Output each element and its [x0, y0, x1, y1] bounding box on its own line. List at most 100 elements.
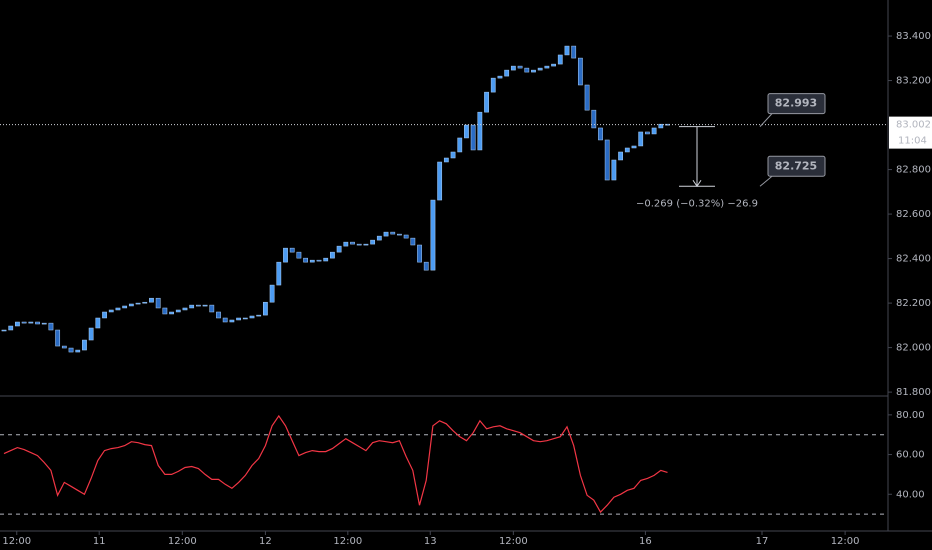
candle-body [182, 307, 188, 311]
y-tick-label: 83.200 [896, 76, 931, 87]
y-tick-label: 40.00 [896, 489, 925, 500]
candle-body [209, 304, 215, 313]
candle-body [102, 311, 107, 319]
candle-body [149, 297, 154, 303]
x-tick-label: 12 [259, 536, 272, 547]
candle-body [510, 65, 516, 71]
candle-body [564, 45, 570, 56]
candle-body [410, 237, 416, 246]
x-tick-label: 13 [424, 536, 437, 547]
rsi-line [3, 414, 668, 514]
x-tick-label: 12:00 [168, 536, 197, 547]
candle-body [289, 247, 295, 253]
candle-body [477, 111, 483, 151]
candle-body [437, 161, 443, 201]
candle-body [651, 127, 657, 135]
candle-body [403, 234, 409, 239]
candle-body [8, 325, 14, 331]
candle-body [115, 307, 121, 311]
price-tag [767, 155, 826, 177]
candle-body [222, 317, 228, 323]
y-tick-label: 82.200 [896, 298, 931, 309]
candle-body [296, 251, 302, 259]
candle-body [309, 259, 315, 263]
candle-body [504, 69, 510, 77]
candle-body [423, 261, 429, 271]
candle-body [464, 124, 469, 139]
candle-body [631, 145, 637, 149]
candle-body [28, 321, 34, 324]
candle-body [68, 347, 74, 353]
candle-body [343, 241, 349, 247]
candle-body [108, 309, 114, 313]
candle-body [236, 317, 241, 321]
candle-body [75, 349, 81, 353]
candle-body [537, 67, 543, 71]
candle-body [242, 317, 248, 320]
candle-body [604, 139, 610, 181]
candle-body [330, 251, 335, 259]
candle-body [591, 109, 597, 129]
y-tick-label: 80.00 [896, 410, 925, 421]
countdown: 11:04 [898, 136, 927, 147]
candle-body [356, 243, 362, 246]
measure-text: −0.269 (−0.32%) −26.9 [636, 198, 758, 209]
x-tick-label: 17 [756, 536, 769, 547]
candle-body [363, 243, 369, 246]
candle-body [195, 304, 201, 307]
x-tick-label: 11 [93, 536, 106, 547]
y-tick-label: 60.00 [896, 450, 925, 461]
candle-body [350, 241, 355, 245]
candle-body [128, 303, 134, 307]
candle-body [175, 309, 181, 313]
candle-body [383, 231, 389, 237]
candle-body [55, 329, 61, 347]
candle-body [336, 245, 342, 253]
y-tick-label: 82.000 [896, 343, 931, 354]
candle-body [269, 284, 275, 303]
candle-body [249, 315, 255, 319]
candle-body [571, 45, 577, 59]
x-tick-label: 12:00 [499, 536, 528, 547]
candle-body [323, 257, 329, 262]
candle-body [263, 301, 268, 316]
candle-body [638, 131, 644, 147]
candle-body [48, 322, 54, 331]
last-price-box [889, 116, 932, 149]
candle-body [517, 65, 523, 69]
candle-body [41, 322, 47, 325]
candle-body [390, 231, 396, 235]
candle-body [88, 327, 94, 341]
candle-body [283, 247, 288, 263]
candle-body [135, 302, 141, 305]
candle-body [624, 147, 630, 153]
candle-body [229, 319, 235, 323]
candle-body [276, 261, 282, 286]
x-tick-label: 16 [639, 536, 652, 547]
candle-body [169, 311, 174, 315]
candle-body [21, 321, 27, 324]
last-price-label: 83.002 [896, 120, 931, 131]
candle-body [15, 321, 20, 327]
y-tick-label: 82.600 [896, 209, 931, 220]
candle-body [611, 159, 617, 181]
candle-body [61, 345, 67, 349]
candle-body [95, 317, 101, 329]
candle-body [370, 239, 376, 245]
y-tick-label: 82.400 [896, 254, 931, 265]
candle-body [598, 127, 603, 141]
candle-body [497, 75, 503, 79]
candle-body [577, 57, 583, 86]
candle-body [303, 257, 309, 263]
candle-body [376, 235, 382, 241]
candle-body [531, 69, 536, 73]
candle-body [645, 131, 650, 135]
candle-body [551, 63, 556, 67]
candle-body [82, 339, 87, 351]
candle-body [162, 307, 168, 315]
candle-body [35, 321, 40, 325]
y-tick-label: 81.800 [896, 387, 931, 398]
candle-body [584, 84, 590, 111]
